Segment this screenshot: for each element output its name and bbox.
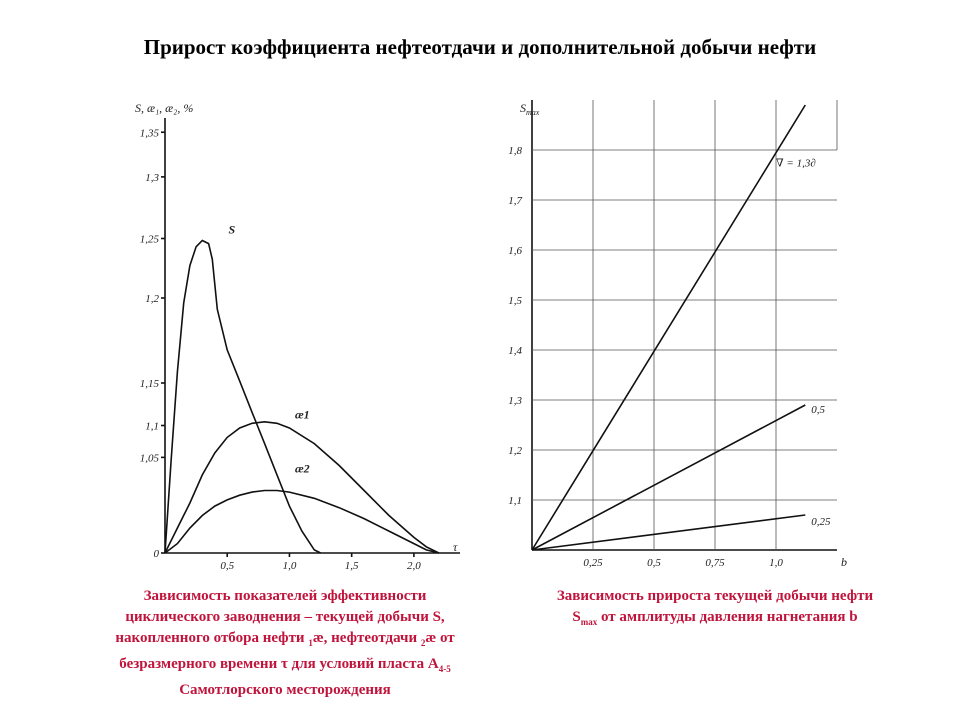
left-y-tick-label: 1,05 bbox=[140, 452, 160, 464]
left-labels: S, ӕ₁, ӕ₂, % τ Sӕ1 ӕ2 bbox=[135, 101, 458, 554]
left-y-tick-label: 1,2 bbox=[145, 293, 159, 305]
caption-left-line3-sub1: 1 bbox=[308, 638, 313, 648]
right-grid bbox=[531, 100, 838, 551]
caption-left-line4-a: безразмерного времени τ для условий плас… bbox=[119, 656, 439, 672]
page-title: Прирост коэффициента нефтеотдачи и допол… bbox=[143, 35, 817, 59]
left-x-tick-label: 1,0 bbox=[283, 560, 297, 572]
caption-left-line5: Самотлорского месторождения bbox=[179, 682, 391, 698]
right-series-2-line bbox=[531, 514, 806, 551]
left-y-tick-label: 1,25 bbox=[140, 234, 160, 246]
right-x-axis-label: b bbox=[841, 555, 847, 569]
caption-right-line2: Smax от амплитуды давления нагнетания b bbox=[505, 607, 925, 633]
right-x-tick-label: 0,5 bbox=[647, 557, 661, 569]
left-x-tick-label: 2,0 bbox=[407, 560, 421, 572]
caption-left-line3-a: накопленного отбора нефти bbox=[115, 630, 309, 646]
caption-left-line4-sub: 4-5 bbox=[438, 664, 451, 674]
caption-left-line1: Зависимость показателей эффективности bbox=[143, 588, 427, 604]
right-x-tick-label: 0,25 bbox=[583, 557, 603, 569]
left-axes bbox=[164, 118, 460, 554]
left-series-1-label: ӕ1 bbox=[295, 407, 310, 421]
left-curves bbox=[164, 239, 440, 554]
right-y-tick-label: 1,2 bbox=[508, 445, 522, 457]
left-y-tick-label: 1,1 bbox=[145, 421, 159, 433]
right-y-tick-label: 1,1 bbox=[508, 495, 522, 507]
right-y-tick-label: 1,3 bbox=[508, 395, 522, 407]
left-series-0-label: S bbox=[229, 223, 236, 237]
caption-left-line4: безразмерного времени τ для условий плас… bbox=[60, 654, 510, 680]
right-y-axis-label: Smax bbox=[520, 101, 540, 117]
left-y-tick-label: 1,3 bbox=[145, 172, 159, 184]
right-y-tick-label: 1,4 bbox=[508, 345, 522, 357]
right-series-0-label: ∇ = 1,3∂ bbox=[776, 158, 816, 170]
right-series-1-label: 0,5 bbox=[811, 404, 825, 416]
right-labels: Smax b ∇ = 1,3∂ 0,5 0,25 bbox=[520, 101, 847, 569]
caption-left-line3: накопленного отбора нефти 1ӕ, нефтеотдач… bbox=[60, 628, 510, 654]
right-x-tick-label: 0,75 bbox=[705, 557, 725, 569]
left-series-1-line bbox=[164, 420, 440, 554]
left-series-2-label: ӕ2 bbox=[295, 462, 310, 476]
right-y-tick-label: 1,5 bbox=[508, 295, 522, 307]
left-ticks: 0 1,05 1,1 1,15 1,2 1,25 1,3 1,35 0,5 1,0 1,5 2,0 bbox=[140, 127, 422, 572]
caption-right: Зависимость прироста текущей добычи нефт… bbox=[505, 586, 925, 633]
left-y-tick-label: 0 bbox=[154, 548, 160, 560]
right-series-0-line bbox=[531, 104, 806, 551]
left-x-tick-label: 1,5 bbox=[345, 560, 359, 572]
efficiency-vs-time-chart: 0 1,05 1,1 1,15 1,2 1,25 1,3 1,35 0,5 1,0 1,5 2,0 S… bbox=[135, 101, 460, 572]
caption-right-line1: Зависимость прироста текущей добычи нефт… bbox=[556, 588, 874, 604]
caption-left-line2: циклического заводнения – текущей добычи… bbox=[125, 609, 445, 625]
left-y-tick-label: 1,35 bbox=[140, 127, 160, 139]
left-y-axis-label: S, ӕ₁, ӕ₂, % bbox=[135, 101, 193, 115]
left-x-axis-label: τ bbox=[453, 540, 458, 554]
left-series-2-line bbox=[164, 489, 439, 554]
caption-left-line3-c: ӕ от bbox=[425, 630, 455, 646]
right-y-tick-label: 1,8 bbox=[508, 145, 522, 157]
left-y-tick-label: 1,15 bbox=[140, 378, 160, 390]
right-series-2-label: 0,25 bbox=[811, 516, 831, 528]
caption-left: Зависимость показателей эффективности ци… bbox=[60, 586, 510, 701]
caption-right-line2-sub: max bbox=[580, 617, 598, 627]
caption-right-line2-b: от амплитуды давления нагнетания b bbox=[597, 609, 858, 625]
right-y-tick-label: 1,7 bbox=[508, 195, 522, 207]
right-series-1-line bbox=[531, 404, 806, 551]
right-x-tick-label: 1,0 bbox=[769, 557, 783, 569]
right-y-tick-label: 1,6 bbox=[508, 245, 522, 257]
caption-left-line3-b: ӕ, нефтеотдачи bbox=[312, 630, 421, 646]
right-curves bbox=[531, 104, 806, 551]
smax-vs-b-chart: 1,1 1,2 1,3 1,4 1,5 1,6 1,7 1,8 0,25 0,5 0,75 1,0 S… bbox=[508, 100, 847, 569]
right-ticks: 1,1 1,2 1,3 1,4 1,5 1,6 1,7 1,8 0,25 0,5 0,75 1,0 bbox=[508, 145, 783, 569]
caption-right-line2-a: S bbox=[572, 609, 581, 625]
left-x-tick-label: 0,5 bbox=[220, 560, 234, 572]
caption-left-line3-sub2: 2 bbox=[420, 638, 426, 648]
left-series-0-line bbox=[164, 239, 321, 554]
